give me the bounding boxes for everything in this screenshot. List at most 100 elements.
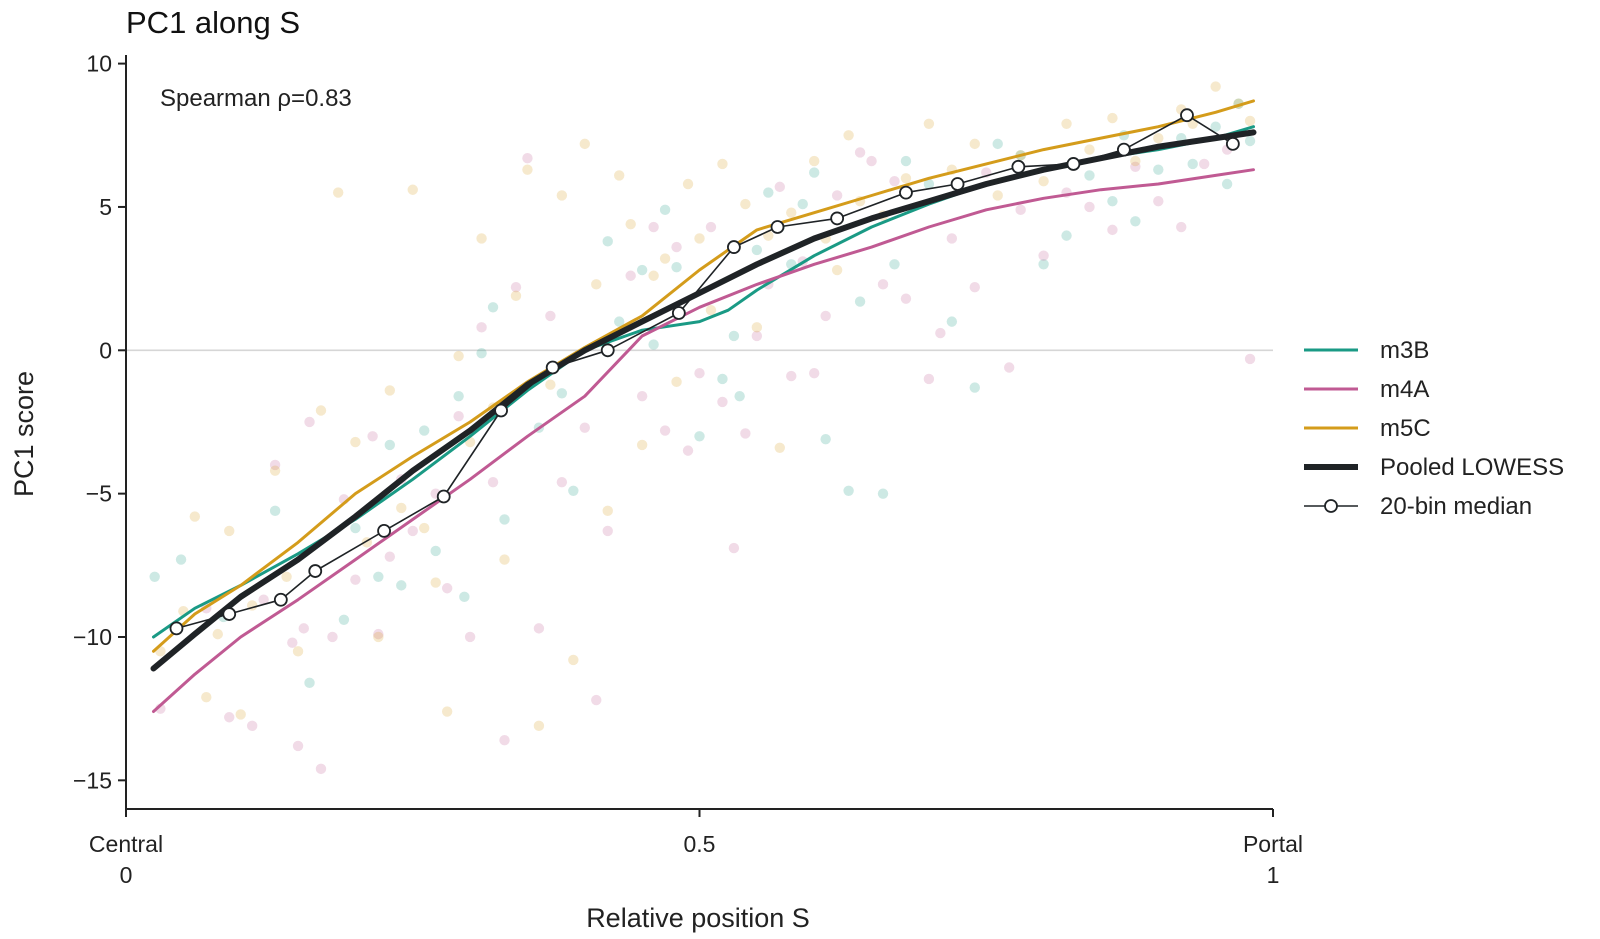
scatter-point-m4A [602, 525, 613, 537]
scatter-point-m3B [1153, 164, 1164, 175]
scatter-point-m5C [614, 170, 625, 181]
median-marker [169, 621, 184, 636]
scatter-point-m5C [332, 187, 344, 198]
scatter-point-m4A [694, 368, 705, 379]
axes: 10 5 0 −5 −10 −15 Central 0 0.5 Portal 1 [73, 51, 1303, 888]
scatter-point-m3B [453, 390, 464, 402]
scatter-point-m4A [866, 155, 877, 167]
scatter-point-m4A [556, 476, 568, 488]
scatter-point-m4A [1003, 362, 1015, 373]
median-marker [1225, 136, 1240, 151]
scatter-point-m4A [809, 368, 820, 379]
scatter-point-m4A [923, 373, 935, 385]
scatter-point-m4A [820, 310, 831, 322]
scatter-point-m3B [1061, 230, 1072, 241]
scatter-point-m4A [786, 370, 797, 382]
scatter-point-m4A [384, 551, 396, 562]
scatter-point-m5C [1153, 132, 1164, 144]
median-marker [600, 343, 615, 358]
scatter-point-m4A [1107, 224, 1118, 236]
scatter-point-m3B [304, 677, 315, 689]
scatter-point-m4A [327, 631, 338, 643]
scatter-point-m5C [591, 279, 602, 290]
scatter-point-m5C [682, 178, 694, 190]
scatter-point-m5C [545, 379, 556, 390]
scatter-point-m5C [694, 233, 705, 244]
median-marker [899, 185, 913, 200]
scatter-point-m5C [831, 264, 843, 276]
scatter-point-m5C [212, 628, 223, 640]
scatter-point-m4A [969, 282, 980, 293]
scatter-point-m3B [1210, 121, 1221, 132]
scatter-point-m5C [292, 646, 304, 657]
scatter-point-m4A [1244, 353, 1256, 365]
scatter-point-m3B [1187, 158, 1198, 170]
scatter-point-m3B [175, 554, 187, 565]
scatter-point-m5C [315, 405, 327, 416]
scatter-point-m5C [235, 709, 246, 720]
legend-marker [1324, 499, 1338, 513]
median-marker [1116, 142, 1131, 157]
scatter-point-m3B [969, 382, 980, 393]
scatter-point-m3B [854, 296, 866, 307]
scatter-point-m4A [591, 694, 602, 706]
scatter-point-m5C [717, 158, 728, 170]
series-line-m4a [152, 168, 1255, 713]
scatter-point-m4A [682, 445, 694, 456]
scatter-point-m3B [1107, 196, 1118, 207]
scatter-point-m5C [510, 290, 522, 302]
scatter-point-m4A [287, 637, 298, 648]
scatter-point-m3B [797, 198, 808, 210]
scatter-point-m4A [292, 740, 304, 752]
scatter-point-m4A [1130, 161, 1141, 173]
scatter-point-m3B [269, 505, 281, 517]
scatter-point-m3B [1038, 259, 1049, 270]
y-axis-title: PC1 score [9, 371, 39, 497]
scatter-point-m4A [453, 411, 464, 422]
scatter-point-m5C [499, 554, 510, 565]
median-marker [1011, 159, 1026, 174]
scatter-point-m5C [419, 522, 430, 534]
scatter-point-m5C [430, 577, 441, 588]
scatter-point-m4A [625, 270, 636, 281]
scatter-point-m5C [786, 207, 797, 218]
scatter-point-m3B [751, 244, 763, 256]
scatter-point-m4A [1038, 250, 1049, 261]
correlation-annotation: Spearman ρ=0.83 [160, 85, 352, 112]
scatter-point-m4A [1198, 158, 1210, 170]
legend-label: 20-bin median [1380, 493, 1532, 520]
scatter-point-m3B [430, 545, 441, 557]
scatter-point-m5C [774, 442, 785, 453]
scatter-point-m5C [705, 304, 717, 316]
scatter-point-m4A [740, 428, 751, 439]
scatter-point-m3B [820, 433, 831, 445]
scatter-point-m5C [1107, 112, 1118, 124]
scatter-point-m5C [441, 706, 453, 717]
scatter-point-m4A [510, 282, 522, 293]
scatter-point-m5C [453, 350, 464, 362]
scatter-point-m3B [763, 187, 774, 198]
scatter-point-m3B [614, 316, 625, 327]
scatter-point-m5C [476, 233, 487, 244]
scatter-point-m4A [636, 390, 648, 402]
scatter-point-m3B [419, 425, 430, 436]
scatter-point-m5C [189, 511, 201, 522]
scatter-point-m3B [350, 522, 361, 534]
scatter-point-m4A [671, 241, 682, 253]
scatter-point-m5C [636, 439, 648, 451]
scatter-point-m5C [384, 385, 396, 396]
scatter-point-m3B [636, 264, 648, 276]
scatter-point-m3B [923, 178, 935, 190]
scatter-point-m3B [728, 330, 740, 342]
y-tick-label: 0 [99, 337, 112, 363]
scatter-point-m3B [1221, 178, 1233, 190]
x-tick-label: 0.5 [684, 831, 716, 857]
scatter-point-m4A [900, 293, 912, 304]
scatter-point-m4A [946, 233, 958, 244]
scatter-point-m4A [579, 422, 590, 433]
scatter-point-m3B [694, 431, 705, 442]
scatter-point-m3B [149, 571, 160, 582]
scatter-point-m4A [407, 525, 418, 537]
